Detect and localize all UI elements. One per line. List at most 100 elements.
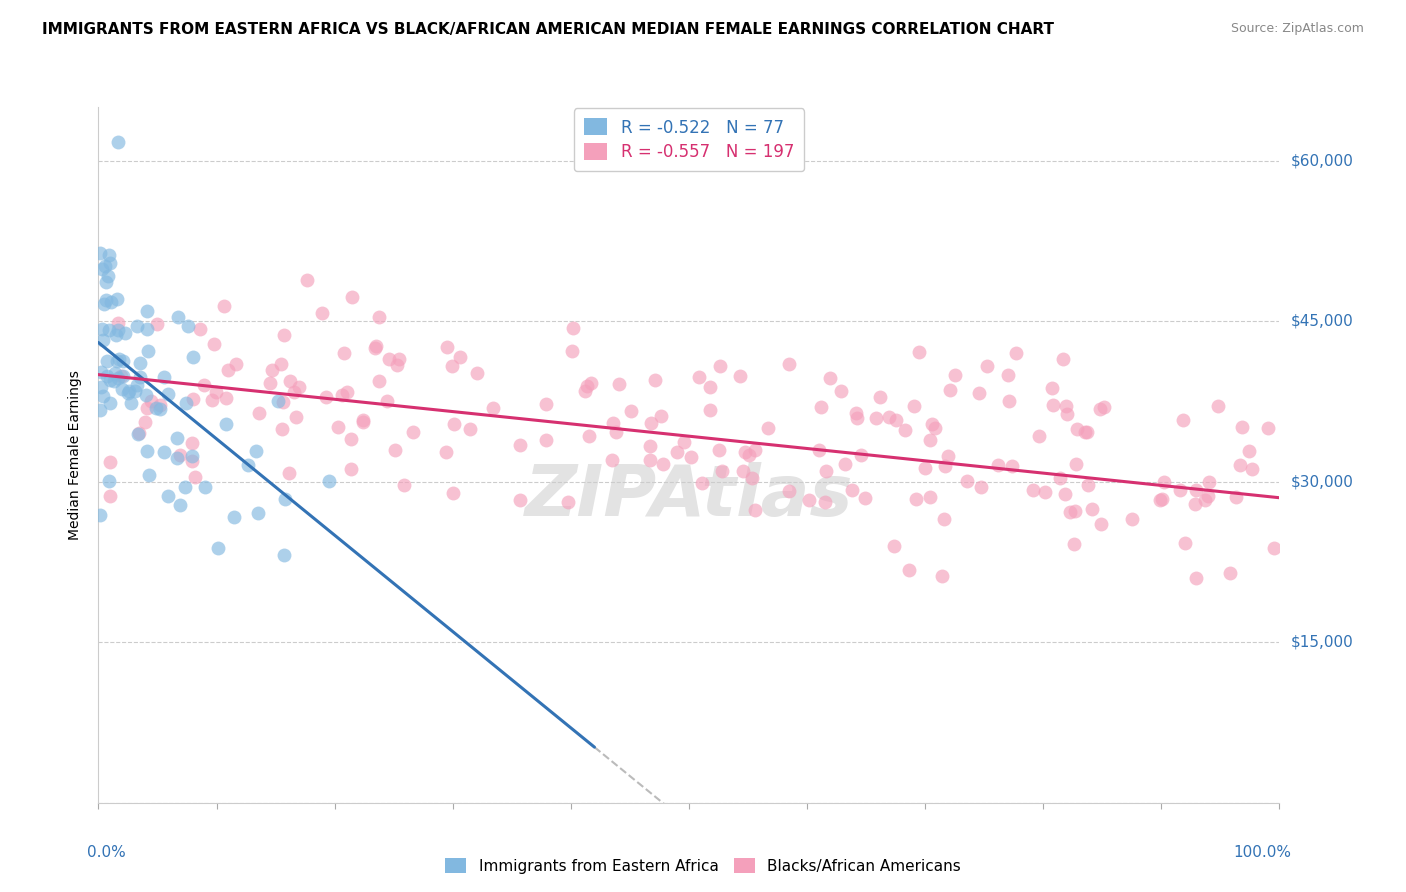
Point [1184, 571, 1206, 585]
Point [690, 475, 713, 490]
Point [340, 290, 363, 304]
Point [1198, 475, 1220, 490]
Point [1149, 492, 1171, 507]
Point [1005, 346, 1028, 360]
Point [711, 464, 734, 478]
Point [834, 457, 856, 471]
Point [183, 392, 205, 406]
Point [1121, 511, 1143, 525]
Point [932, 511, 955, 525]
Point [318, 474, 340, 488]
Point [536, 433, 558, 447]
Point [1194, 493, 1216, 508]
Point [364, 341, 387, 355]
Point [830, 384, 852, 399]
Text: $60,000: $60,000 [1291, 153, 1354, 168]
Point [1042, 398, 1064, 412]
Point [129, 356, 152, 370]
Point [129, 370, 152, 384]
Point [104, 366, 127, 380]
Point [145, 401, 167, 416]
Point [976, 359, 998, 374]
Point [1184, 483, 1206, 498]
Point [1153, 475, 1175, 489]
Point [1081, 502, 1104, 516]
Point [997, 368, 1019, 383]
Point [877, 409, 900, 424]
Point [153, 369, 176, 384]
Point [107, 323, 129, 337]
Point [333, 345, 356, 359]
Point [152, 445, 174, 459]
Point [681, 450, 703, 464]
Point [1229, 458, 1251, 473]
Point [1184, 497, 1206, 511]
Point [846, 411, 869, 425]
Point [908, 345, 931, 359]
Point [709, 359, 731, 374]
Point [638, 439, 661, 453]
Point [392, 478, 415, 492]
Point [222, 509, 245, 524]
Point [897, 563, 920, 577]
Point [138, 467, 160, 482]
Point [98, 248, 121, 262]
Point [96, 354, 118, 368]
Point [1257, 421, 1279, 435]
Point [110, 368, 132, 383]
Point [799, 492, 821, 507]
Point [640, 416, 662, 430]
Point [96, 369, 118, 384]
Point [271, 422, 294, 436]
Point [98, 396, 121, 410]
Point [853, 491, 876, 506]
Point [1219, 566, 1241, 581]
Point [1052, 351, 1074, 366]
Point [730, 368, 752, 383]
Point [352, 413, 374, 427]
Point [260, 363, 283, 377]
Point [934, 459, 956, 474]
Point [188, 322, 211, 336]
Point [810, 400, 832, 414]
Point [1063, 537, 1085, 551]
Point [271, 395, 294, 409]
Point [284, 410, 307, 425]
Point [883, 539, 905, 553]
Point [194, 480, 217, 494]
Point [1066, 422, 1088, 436]
Point [91, 389, 114, 403]
Point [443, 417, 465, 431]
Point [183, 351, 205, 365]
Point [225, 357, 247, 371]
Point [330, 388, 353, 402]
Point [273, 492, 295, 507]
Text: Source: ZipAtlas.com: Source: ZipAtlas.com [1230, 22, 1364, 36]
Point [920, 490, 942, 504]
Point [1173, 413, 1195, 427]
Point [280, 374, 302, 388]
Point [467, 366, 489, 380]
Point [1225, 491, 1247, 505]
Point [366, 338, 388, 352]
Point [841, 483, 863, 497]
Point [931, 569, 953, 583]
Point [283, 384, 305, 399]
Point [105, 354, 128, 368]
Legend: R = -0.522   N = 77, R = -0.557   N = 197: R = -0.522 N = 77, R = -0.557 N = 197 [574, 109, 804, 171]
Point [1088, 402, 1111, 417]
Point [98, 490, 121, 504]
Point [148, 398, 170, 412]
Point [103, 374, 125, 388]
Point [1033, 484, 1056, 499]
Point [105, 293, 128, 307]
Point [98, 256, 121, 270]
Point [602, 416, 624, 430]
Point [136, 343, 159, 358]
Point [987, 458, 1010, 472]
Point [1197, 489, 1219, 503]
Text: IMMIGRANTS FROM EASTERN AFRICA VS BLACK/AFRICAN AMERICAN MEDIAN FEMALE EARNINGS : IMMIGRANTS FROM EASTERN AFRICA VS BLACK/… [42, 22, 1054, 37]
Point [1230, 420, 1253, 434]
Point [741, 470, 763, 484]
Text: 100.0%: 100.0% [1233, 845, 1291, 860]
